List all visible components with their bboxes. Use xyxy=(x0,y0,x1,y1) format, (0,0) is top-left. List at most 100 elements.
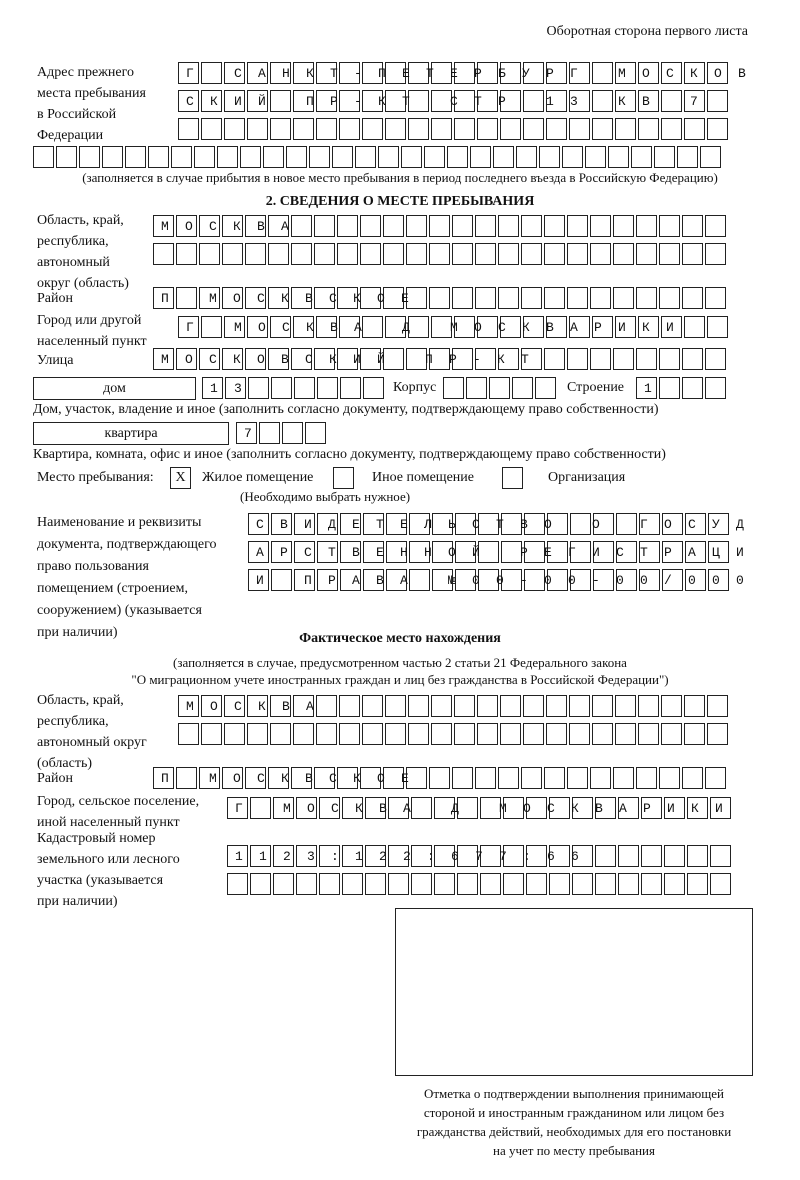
char-cell[interactable] xyxy=(316,118,337,140)
char-cell[interactable] xyxy=(682,348,703,370)
char-cell[interactable] xyxy=(684,695,705,717)
house-number-field[interactable]: 13 xyxy=(202,377,386,399)
char-cell[interactable] xyxy=(363,569,384,591)
char-cell[interactable] xyxy=(429,243,450,265)
char-cell[interactable] xyxy=(618,873,639,895)
char-cell[interactable] xyxy=(316,695,337,717)
char-cell[interactable] xyxy=(273,873,294,895)
char-cell[interactable] xyxy=(493,146,514,168)
char-cell[interactable] xyxy=(526,797,547,819)
char-cell[interactable] xyxy=(296,873,317,895)
char-cell[interactable] xyxy=(523,90,544,112)
char-cell[interactable] xyxy=(360,215,381,237)
char-cell[interactable] xyxy=(224,695,245,717)
char-cell[interactable] xyxy=(409,569,430,591)
char-cell[interactable] xyxy=(639,513,660,535)
char-cell[interactable] xyxy=(227,873,248,895)
char-cell[interactable] xyxy=(247,723,268,745)
char-cell[interactable] xyxy=(636,287,657,309)
char-cell[interactable] xyxy=(454,62,475,84)
char-cell[interactable] xyxy=(33,146,54,168)
char-cell[interactable] xyxy=(434,845,455,867)
char-cell[interactable] xyxy=(201,90,222,112)
char-cell[interactable] xyxy=(270,90,291,112)
char-cell[interactable] xyxy=(546,118,567,140)
char-cell[interactable] xyxy=(268,767,289,789)
char-cell[interactable] xyxy=(567,348,588,370)
char-cell[interactable] xyxy=(408,695,429,717)
char-cell[interactable] xyxy=(477,316,498,338)
char-cell[interactable] xyxy=(639,569,660,591)
char-cell[interactable] xyxy=(360,767,381,789)
char-cell[interactable] xyxy=(245,215,266,237)
char-cell[interactable] xyxy=(317,377,338,399)
char-cell[interactable] xyxy=(447,146,468,168)
char-cell[interactable] xyxy=(314,767,335,789)
char-cell[interactable] xyxy=(452,287,473,309)
char-cell[interactable] xyxy=(677,146,698,168)
char-cell[interactable] xyxy=(365,797,386,819)
char-cell[interactable] xyxy=(592,62,613,84)
korpus-field[interactable] xyxy=(443,377,558,399)
char-cell[interactable] xyxy=(247,316,268,338)
char-cell[interactable] xyxy=(378,146,399,168)
char-cell[interactable] xyxy=(521,348,542,370)
char-cell[interactable] xyxy=(202,377,223,399)
char-cell[interactable] xyxy=(153,243,174,265)
char-cell[interactable] xyxy=(705,243,726,265)
char-cell[interactable] xyxy=(245,287,266,309)
char-cell[interactable] xyxy=(547,513,568,535)
char-cell[interactable] xyxy=(293,695,314,717)
char-cell[interactable] xyxy=(659,215,680,237)
char-cell[interactable] xyxy=(153,767,174,789)
char-cell[interactable] xyxy=(429,767,450,789)
char-cell[interactable] xyxy=(475,287,496,309)
char-cell[interactable] xyxy=(616,541,637,563)
char-cell[interactable] xyxy=(245,243,266,265)
char-cell[interactable] xyxy=(455,541,476,563)
char-cell[interactable] xyxy=(547,541,568,563)
char-cell[interactable] xyxy=(478,513,499,535)
char-cell[interactable] xyxy=(477,723,498,745)
char-cell[interactable] xyxy=(339,695,360,717)
char-cell[interactable] xyxy=(293,62,314,84)
char-cell[interactable] xyxy=(429,287,450,309)
char-cell[interactable] xyxy=(480,845,501,867)
char-cell[interactable] xyxy=(176,215,197,237)
char-cell[interactable] xyxy=(248,513,269,535)
char-cell[interactable] xyxy=(593,541,614,563)
char-cell[interactable] xyxy=(363,377,384,399)
char-cell[interactable] xyxy=(475,348,496,370)
char-cell[interactable] xyxy=(432,569,453,591)
char-cell[interactable] xyxy=(592,90,613,112)
char-cell[interactable] xyxy=(222,215,243,237)
char-cell[interactable] xyxy=(339,118,360,140)
char-cell[interactable] xyxy=(710,873,731,895)
char-cell[interactable] xyxy=(199,287,220,309)
district-field[interactable]: П МОСКВСКОЕ xyxy=(153,287,728,309)
char-cell[interactable] xyxy=(498,243,519,265)
char-cell[interactable] xyxy=(383,287,404,309)
char-cell[interactable] xyxy=(201,695,222,717)
char-cell[interactable] xyxy=(616,513,637,535)
char-cell[interactable] xyxy=(271,569,292,591)
char-cell[interactable] xyxy=(408,118,429,140)
char-cell[interactable] xyxy=(432,513,453,535)
char-cell[interactable] xyxy=(259,422,280,444)
char-cell[interactable] xyxy=(340,569,361,591)
char-cell[interactable] xyxy=(362,62,383,84)
char-cell[interactable] xyxy=(661,723,682,745)
char-cell[interactable] xyxy=(286,146,307,168)
char-cell[interactable] xyxy=(337,287,358,309)
char-cell[interactable] xyxy=(455,569,476,591)
char-cell[interactable] xyxy=(659,287,680,309)
char-cell[interactable] xyxy=(340,377,361,399)
char-cell[interactable] xyxy=(503,873,524,895)
char-cell[interactable] xyxy=(590,215,611,237)
char-cell[interactable] xyxy=(431,62,452,84)
char-cell[interactable] xyxy=(636,348,657,370)
char-cell[interactable] xyxy=(664,873,685,895)
char-cell[interactable] xyxy=(500,695,521,717)
char-cell[interactable] xyxy=(595,845,616,867)
char-cell[interactable] xyxy=(236,422,257,444)
